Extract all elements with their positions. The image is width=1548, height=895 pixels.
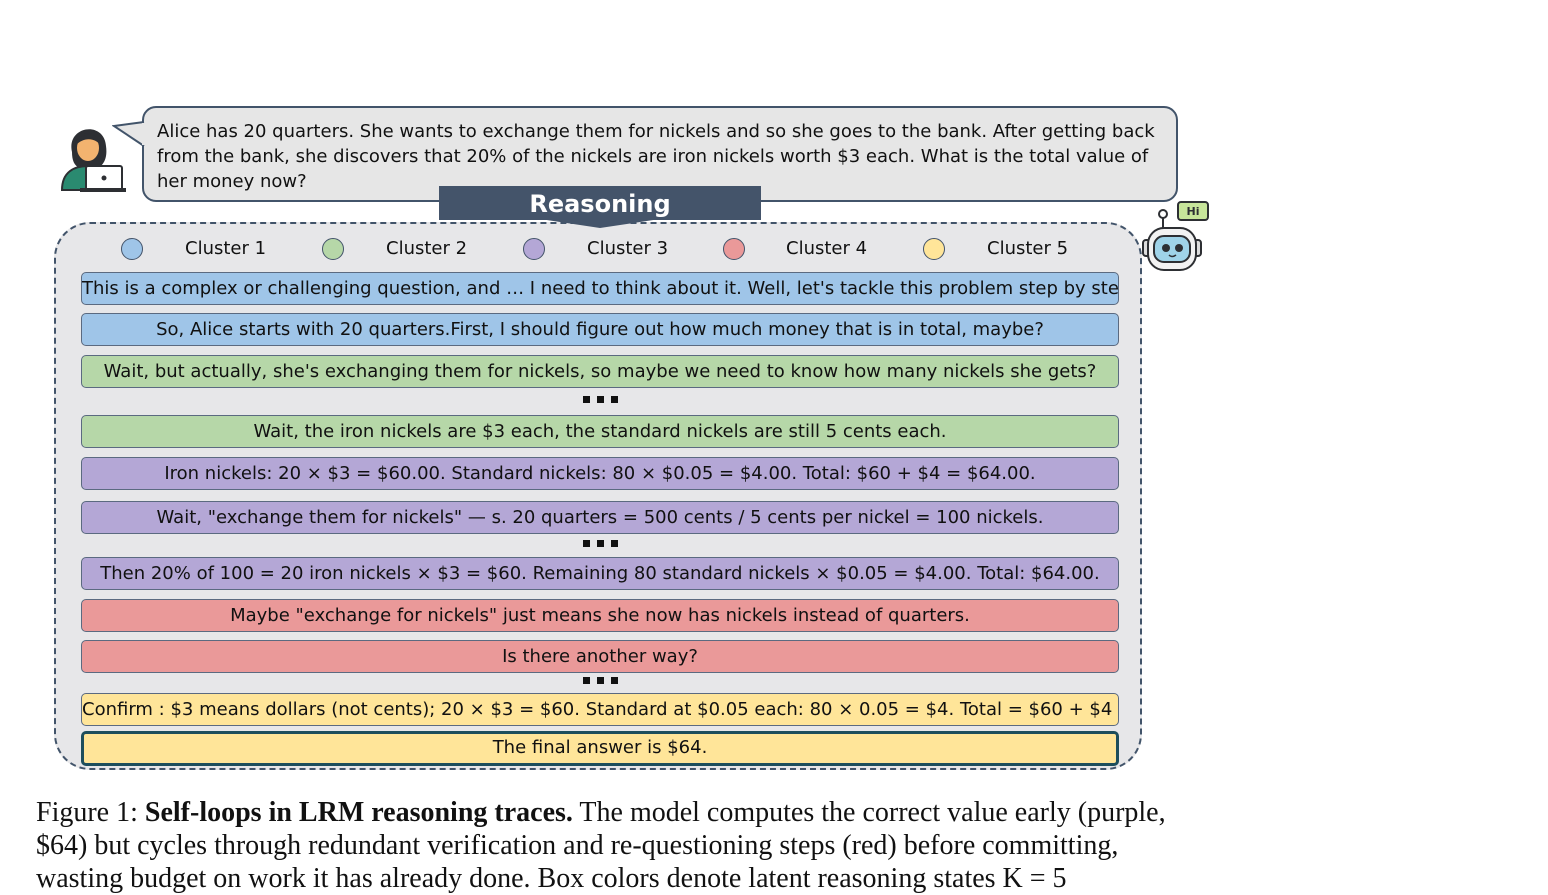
legend-swatch-cluster-2 xyxy=(322,238,344,260)
reasoning-step: Wait, "exchange them for nickels" — s. 2… xyxy=(81,501,1119,534)
reasoning-step: Then 20% of 100 = 20 iron nickels × $3 =… xyxy=(81,557,1119,590)
caption-line1: The model computes the correct value ear… xyxy=(572,797,1166,828)
reasoning-banner: Reasoning xyxy=(439,186,761,220)
legend-swatch-cluster-1 xyxy=(121,238,143,260)
legend-label-cluster-4: Cluster 4 xyxy=(786,238,868,259)
reasoning-step: Is there another way? xyxy=(81,640,1119,673)
reasoning-step: Maybe "exchange for nickels" just means … xyxy=(81,599,1119,632)
reasoning-step: Wait, the iron nickels are $3 each, the … xyxy=(81,415,1119,448)
legend-swatch-cluster-4 xyxy=(723,238,745,260)
user-avatar-icon xyxy=(60,129,126,192)
legend-label-cluster-1: Cluster 1 xyxy=(185,238,267,259)
banner-notch xyxy=(540,219,660,228)
legend-label-cluster-5: Cluster 5 xyxy=(987,238,1069,259)
reasoning-step: Confirm : $3 means dollars (not cents); … xyxy=(81,693,1119,726)
question-text: Alice has 20 quarters. She wants to exch… xyxy=(157,121,1155,192)
legend-label-cluster-2: Cluster 2 xyxy=(386,238,468,259)
ellipsis-1 xyxy=(583,396,619,404)
reasoning-step: This is a complex or challenging questio… xyxy=(81,272,1119,305)
caption-line2: $64) but cycles through redundant verifi… xyxy=(36,830,1119,861)
caption-bold: Self-loops in LRM reasoning traces. xyxy=(144,797,573,828)
reasoning-step: Iron nickels: 20 × $3 = $60.00. Standard… xyxy=(81,457,1119,490)
legend-label-cluster-3: Cluster 3 xyxy=(587,238,669,259)
robot-icon: Hi xyxy=(1142,201,1209,271)
figure-caption: Figure 1: Self-loops in LRM reasoning tr… xyxy=(36,796,1228,895)
reasoning-step: Wait, but actually, she's exchanging the… xyxy=(81,355,1119,388)
reasoning-step: So, Alice starts with 20 quarters.First,… xyxy=(81,313,1119,346)
ellipsis-2 xyxy=(583,540,619,548)
caption-prefix: Figure 1: xyxy=(36,797,145,828)
legend-swatch-cluster-5 xyxy=(923,238,945,260)
robot-badge-text: Hi xyxy=(1187,205,1200,218)
final-answer-step: The final answer is $64. xyxy=(81,731,1119,766)
legend-swatch-cluster-3 xyxy=(523,238,545,260)
bubble-tail xyxy=(112,121,148,147)
caption-line3: wasting budget on work it has already do… xyxy=(36,863,1067,894)
ellipsis-3 xyxy=(583,677,619,685)
